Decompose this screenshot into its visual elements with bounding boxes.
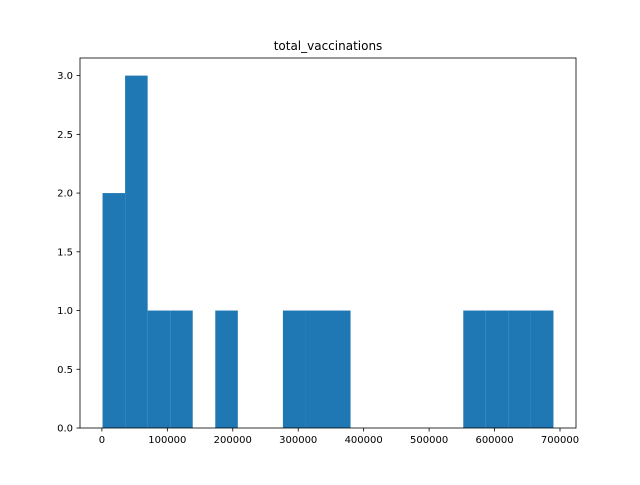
histogram-bar — [282, 310, 306, 428]
x-tick-label: 0 — [99, 435, 105, 446]
y-tick-label: 0.0 — [57, 424, 73, 435]
y-tick-label: 3.0 — [57, 71, 73, 82]
histogram-bar — [305, 310, 328, 428]
x-tick-label: 400000 — [345, 435, 383, 446]
histogram-bar — [328, 310, 351, 428]
x-tick-label: 300000 — [279, 435, 317, 446]
histogram-bar — [215, 310, 238, 428]
histogram-bar — [463, 310, 486, 428]
y-tick-label: 0.5 — [57, 365, 73, 376]
x-tick-label: 500000 — [410, 435, 448, 446]
histogram-bar — [170, 310, 193, 428]
histogram-bar — [147, 310, 171, 428]
y-axis: 0.0 0.5 1.0 1.5 2.0 2.5 3.0 — [57, 71, 80, 435]
y-tick-label: 1.5 — [57, 247, 73, 258]
x-axis: 0 100000 200000 300000 400000 500000 600000 700… — [99, 428, 579, 446]
chart-title: total_vaccinations — [274, 39, 383, 53]
x-tick-label: 600000 — [475, 435, 513, 446]
histogram-bar — [102, 193, 126, 428]
histogram-bar — [485, 310, 509, 428]
histogram-bar — [530, 310, 554, 428]
histogram-bar — [508, 310, 531, 428]
plot-area-frame — [79, 57, 577, 429]
y-tick-label: 1.0 — [57, 306, 73, 317]
x-tick-label: 200000 — [214, 435, 252, 446]
y-tick-label: 2.0 — [57, 189, 73, 200]
histogram-bar — [125, 75, 148, 428]
x-tick-label: 700000 — [541, 435, 579, 446]
y-tick-label: 2.5 — [57, 130, 73, 141]
bars-group — [102, 75, 554, 428]
x-tick-label: 100000 — [148, 435, 186, 446]
